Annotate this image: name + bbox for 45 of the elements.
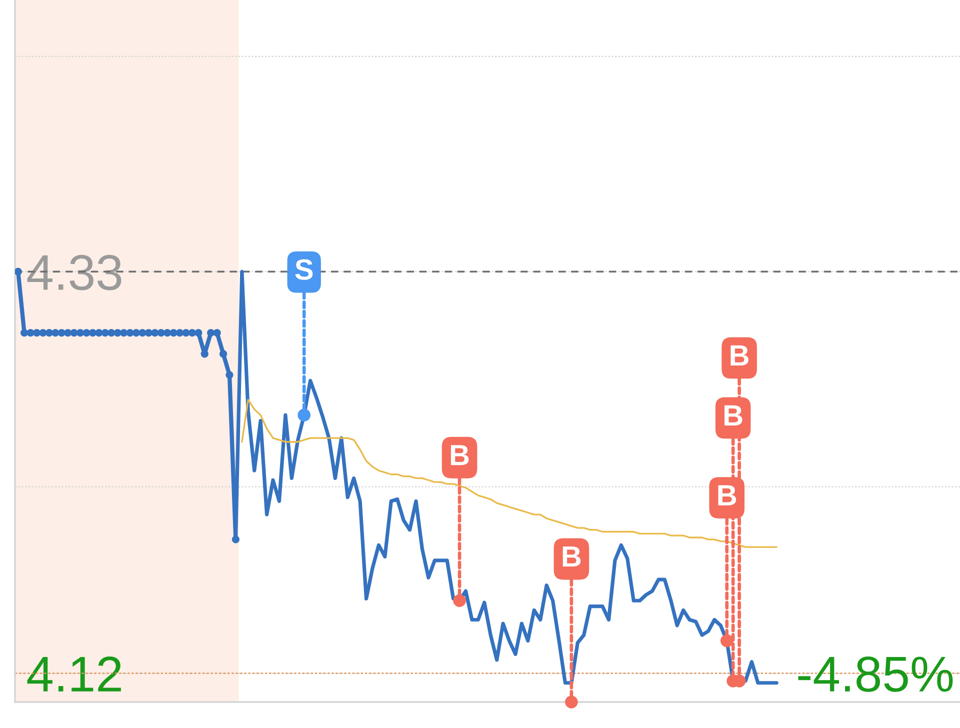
- point: [176, 329, 184, 337]
- legend-label: B: [724, 405, 742, 426]
- point: [82, 329, 90, 337]
- point: [64, 329, 72, 337]
- point: [132, 329, 140, 337]
- point: [138, 329, 146, 337]
- text: B: [730, 345, 748, 366]
- point: [194, 329, 202, 337]
- point: [219, 350, 228, 358]
- point: [45, 329, 54, 337]
- point: [188, 329, 196, 337]
- point: [26, 329, 34, 337]
- point: [226, 371, 234, 379]
- point: [213, 329, 221, 337]
- point: [126, 329, 134, 337]
- point: [182, 329, 190, 337]
- text: B: [562, 546, 581, 567]
- point: [144, 329, 152, 337]
- point: [88, 329, 97, 337]
- point: [170, 329, 178, 337]
- text: S: [295, 259, 313, 280]
- point: [52, 329, 60, 337]
- point: [157, 329, 165, 337]
- point: [39, 329, 47, 337]
- point: [114, 329, 122, 337]
- point: [76, 329, 84, 337]
- point: [200, 350, 208, 358]
- point: [70, 329, 78, 337]
- point: [95, 329, 103, 337]
- text: B: [450, 445, 469, 466]
- point: [164, 329, 172, 337]
- y-tick-label: 4.12: [27, 656, 121, 692]
- point: [58, 329, 66, 337]
- point: [207, 329, 215, 337]
- text: B: [718, 485, 736, 506]
- point: [120, 329, 128, 337]
- point: [15, 268, 22, 276]
- annotation: -4.85%: [798, 656, 953, 692]
- point: [101, 329, 109, 337]
- line-series: [241, 398, 778, 548]
- point: [32, 329, 41, 337]
- y-tick-label: 4.33: [27, 254, 122, 290]
- point: [20, 329, 28, 337]
- point: [151, 329, 159, 337]
- point: [108, 329, 116, 337]
